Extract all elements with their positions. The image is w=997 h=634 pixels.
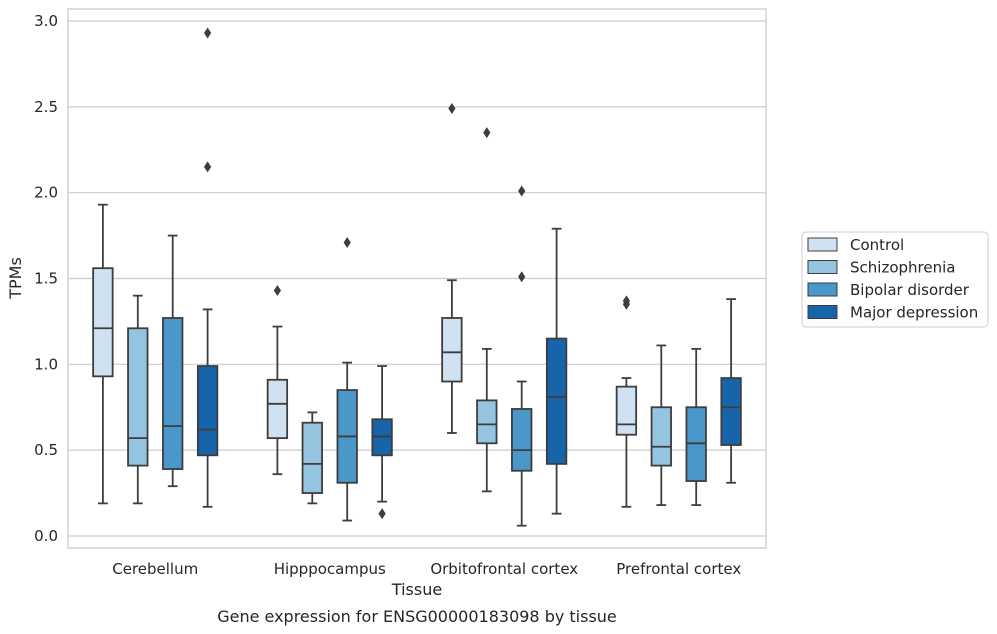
legend-label: Control [850,236,904,254]
box-1-2 [336,236,358,522]
box-1-0 [266,285,289,476]
box-iqr [545,337,568,465]
box-3-2 [685,347,707,506]
outlier-point [518,185,526,197]
legend-swatch [807,237,838,252]
x-tick-label: Orbitofrontal cortex [430,560,578,578]
boxes [92,27,742,527]
box-iqr [196,365,219,457]
box-3-1 [650,344,672,506]
box-0-0 [92,203,114,505]
box-iqr [92,267,114,378]
gridlines [68,20,766,537]
box-iqr [615,385,638,436]
outlier-point [273,285,281,297]
x-tick-label: Prefrontal cortex [616,560,741,578]
y-axis-label: TPMs [6,257,25,300]
outlier-point [622,295,630,307]
legend-frame [801,231,989,328]
box-iqr [441,317,463,383]
box-iqr [301,421,323,494]
x-tick-label: Hipppocampus [274,560,386,578]
y-tick-label: 2.5 [34,98,58,116]
outlier-point [483,127,491,139]
box-3-3 [720,298,742,484]
box-2-2 [511,185,533,527]
box-2-3 [545,227,568,515]
y-tick-label: 0.5 [34,441,58,459]
box-iqr [266,378,289,440]
box-0-3 [196,27,219,508]
box-1-3 [371,365,393,520]
legend-swatch [807,260,838,274]
y-tick-label: 1.5 [34,270,58,288]
box-iqr [162,317,184,470]
y-tick-label: 3.0 [34,12,58,30]
y-tick-label: 2.0 [34,184,58,202]
legend-label: Bipolar disorder [850,281,970,299]
legend-label: Major depression [850,304,978,322]
plot-frame [67,8,767,549]
x-axis-label: Tissue [391,580,442,599]
outlier-point [518,271,526,283]
box-0-2 [162,234,184,488]
outlier-point [378,508,386,520]
legend-swatch [807,305,838,319]
outlier-point [204,161,212,173]
x-tick-label: Cerebellum [112,560,198,578]
outlier-point [204,27,212,39]
legend-label: Schizophrenia [850,259,955,277]
box-iqr [650,406,672,467]
box-0-1 [127,294,149,505]
box-2-0 [441,103,463,434]
y-tick-label: 1.0 [34,355,58,373]
legend-swatch [807,282,838,297]
box-iqr [720,377,742,446]
box-3-0 [615,295,638,508]
box-2-1 [476,127,498,493]
y-axis-ticks: 0.0 0.5 1.0 1.5 2.0 2.5 3.0 [34,12,58,545]
box-1-1 [301,411,323,505]
y-tick-label: 0.0 [34,527,58,545]
figure-caption: Gene expression for ENSG00000183098 by t… [217,607,617,626]
legend: Control Schizophrenia Bipolar disorder Majo… [801,231,989,328]
box-iqr [476,399,498,445]
box-iqr [127,327,149,467]
outlier-point [343,236,351,248]
outlier-point [448,103,456,115]
box-iqr [511,408,533,472]
x-axis-ticks: Cerebellum Hipppocampus Orbitofrontal cort… [112,560,741,578]
